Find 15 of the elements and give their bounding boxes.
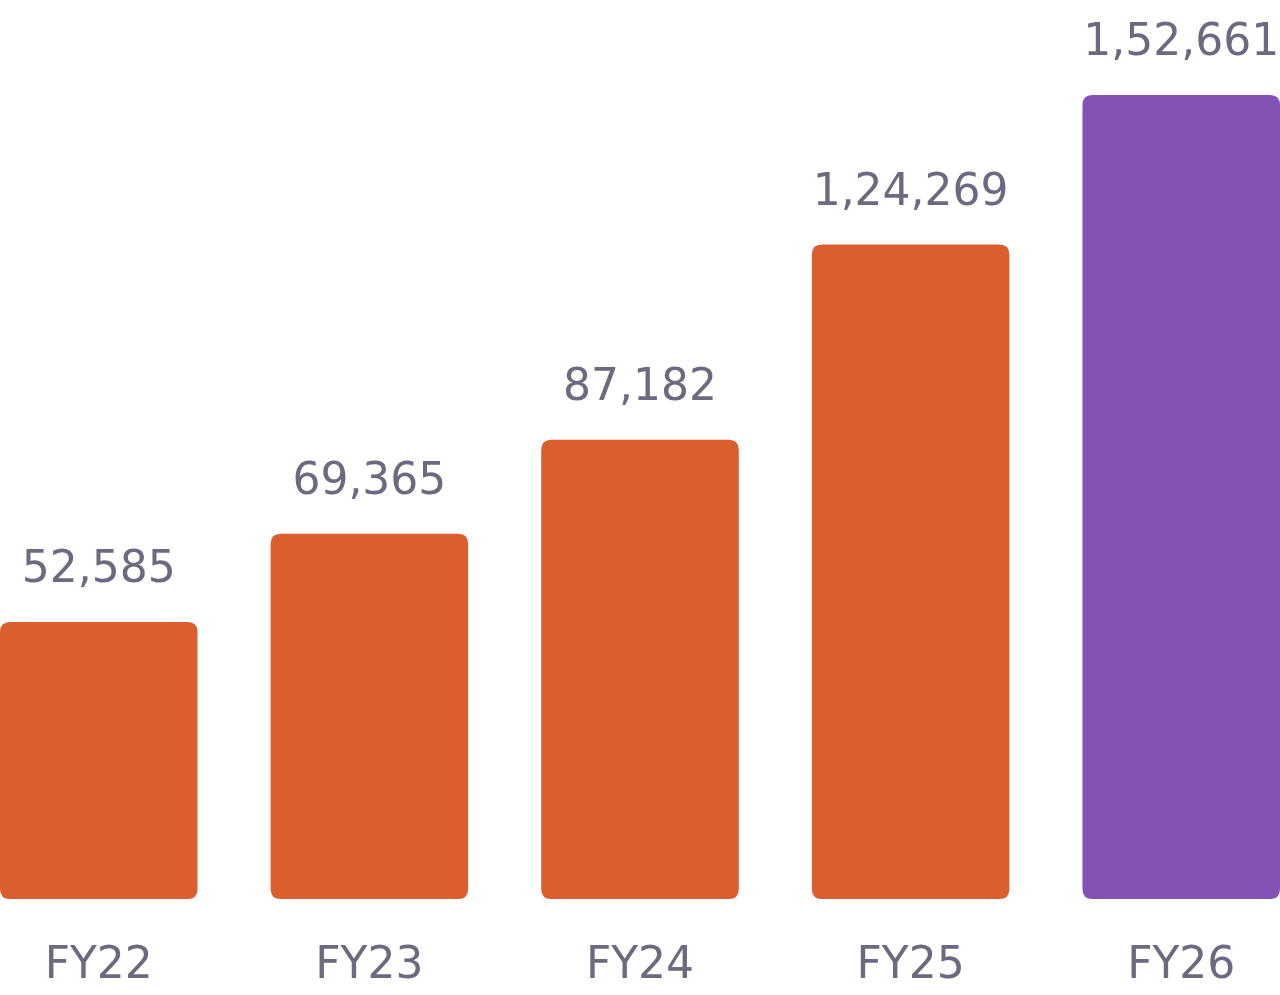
bar bbox=[270, 533, 469, 899]
bar bbox=[811, 244, 1010, 899]
x-tick-label: FY22 bbox=[44, 937, 153, 988]
x-tick-label: FY24 bbox=[585, 937, 695, 988]
x-tick-label: FY23 bbox=[315, 937, 424, 988]
data-label: 69,365 bbox=[292, 452, 447, 504]
data-label: 1,24,269 bbox=[812, 163, 1009, 215]
bar bbox=[541, 439, 739, 899]
data-label: 87,182 bbox=[563, 358, 717, 410]
bar bbox=[0, 622, 198, 899]
bar bbox=[1082, 95, 1280, 899]
data-label: 1,52,661 bbox=[1083, 14, 1280, 65]
x-tick-label: FY26 bbox=[1127, 937, 1236, 988]
data-label: 52,585 bbox=[21, 541, 176, 593]
x-tick-label: FY25 bbox=[856, 937, 965, 988]
